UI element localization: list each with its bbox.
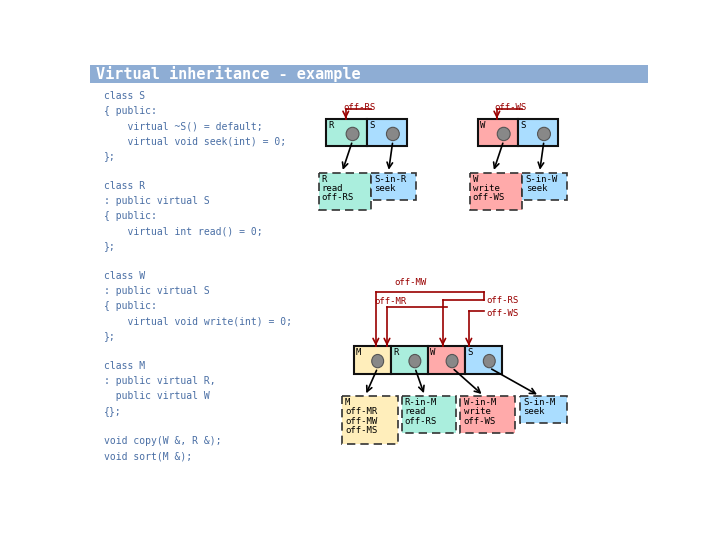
Text: void copy(W &, R &);: void copy(W &, R &); bbox=[104, 436, 222, 447]
Bar bbox=[469, 173, 523, 210]
Bar bbox=[366, 119, 407, 146]
Bar bbox=[391, 346, 428, 374]
Text: };: }; bbox=[104, 241, 116, 251]
Text: M: M bbox=[356, 348, 361, 357]
Text: seek: seek bbox=[374, 184, 396, 193]
Text: : public virtual S: : public virtual S bbox=[104, 286, 210, 296]
Text: { public:: { public: bbox=[104, 106, 157, 116]
Bar bbox=[465, 346, 503, 374]
Text: class S: class S bbox=[104, 91, 145, 101]
Text: off-WS: off-WS bbox=[473, 193, 505, 202]
Text: off-MW: off-MW bbox=[345, 417, 377, 426]
Text: public virtual W: public virtual W bbox=[104, 392, 210, 401]
Text: W-in-M: W-in-M bbox=[464, 398, 496, 407]
Text: : public virtual S: : public virtual S bbox=[104, 196, 210, 206]
Bar bbox=[90, 65, 648, 83]
Text: S-in-W: S-in-W bbox=[526, 175, 558, 184]
Bar bbox=[523, 173, 567, 200]
Text: void sort(M &);: void sort(M &); bbox=[104, 451, 192, 461]
Text: class M: class M bbox=[104, 361, 145, 372]
Text: R-in-M: R-in-M bbox=[405, 398, 437, 407]
Bar bbox=[402, 396, 456, 433]
Bar bbox=[354, 346, 391, 374]
Ellipse shape bbox=[346, 127, 359, 140]
Bar bbox=[319, 173, 372, 210]
Bar bbox=[372, 173, 416, 200]
Bar bbox=[326, 119, 366, 146]
Text: W: W bbox=[480, 121, 485, 130]
Bar bbox=[520, 396, 567, 423]
Text: off-WS: off-WS bbox=[464, 417, 496, 426]
Text: off-MR: off-MR bbox=[345, 408, 377, 416]
Text: class R: class R bbox=[104, 181, 145, 191]
Text: off-RS: off-RS bbox=[486, 296, 518, 305]
Text: off-RS: off-RS bbox=[322, 193, 354, 202]
Text: seek: seek bbox=[523, 408, 545, 416]
Text: off-RS: off-RS bbox=[405, 417, 437, 426]
Text: virtual void seek(int) = 0;: virtual void seek(int) = 0; bbox=[104, 136, 286, 146]
Text: W: W bbox=[473, 175, 478, 184]
Text: S-in-M: S-in-M bbox=[523, 398, 555, 407]
Text: : public virtual R,: : public virtual R, bbox=[104, 376, 215, 386]
Ellipse shape bbox=[498, 127, 510, 140]
Bar bbox=[461, 396, 515, 433]
Text: read: read bbox=[322, 184, 343, 193]
Text: { public:: { public: bbox=[104, 211, 157, 221]
Bar bbox=[518, 119, 558, 146]
Text: R: R bbox=[329, 121, 334, 130]
Bar bbox=[428, 346, 465, 374]
Text: M: M bbox=[345, 398, 351, 407]
Text: seek: seek bbox=[526, 184, 547, 193]
Ellipse shape bbox=[446, 354, 458, 368]
Text: read: read bbox=[405, 408, 426, 416]
Text: W: W bbox=[431, 348, 436, 357]
Text: { public:: { public: bbox=[104, 301, 157, 311]
Ellipse shape bbox=[409, 354, 420, 368]
Text: off-MW: off-MW bbox=[395, 278, 427, 287]
Text: S: S bbox=[520, 121, 526, 130]
Text: S: S bbox=[369, 121, 374, 130]
Text: off-RS: off-RS bbox=[343, 103, 376, 112]
Ellipse shape bbox=[387, 127, 400, 140]
Text: virtual ~S() = default;: virtual ~S() = default; bbox=[104, 121, 263, 131]
Text: off-WS: off-WS bbox=[486, 309, 518, 318]
Text: };: }; bbox=[104, 331, 116, 341]
Text: R: R bbox=[393, 348, 398, 357]
Text: write: write bbox=[473, 184, 500, 193]
Text: Virtual inheritance - example: Virtual inheritance - example bbox=[96, 66, 361, 82]
Bar bbox=[342, 396, 397, 444]
Ellipse shape bbox=[483, 354, 495, 368]
Ellipse shape bbox=[372, 354, 384, 368]
Text: off-MR: off-MR bbox=[374, 296, 406, 306]
Text: };: }; bbox=[104, 151, 116, 161]
Text: off-WS: off-WS bbox=[495, 103, 527, 112]
Text: S-in-R: S-in-R bbox=[374, 175, 407, 184]
Text: virtual void write(int) = 0;: virtual void write(int) = 0; bbox=[104, 316, 292, 326]
Text: S: S bbox=[467, 348, 473, 357]
Text: {};: {}; bbox=[104, 406, 122, 416]
Text: class W: class W bbox=[104, 271, 145, 281]
Bar bbox=[477, 119, 518, 146]
Text: write: write bbox=[464, 408, 490, 416]
Text: virtual int read() = 0;: virtual int read() = 0; bbox=[104, 226, 263, 236]
Text: off-MS: off-MS bbox=[345, 426, 377, 435]
Ellipse shape bbox=[538, 127, 551, 140]
Text: R: R bbox=[322, 175, 327, 184]
